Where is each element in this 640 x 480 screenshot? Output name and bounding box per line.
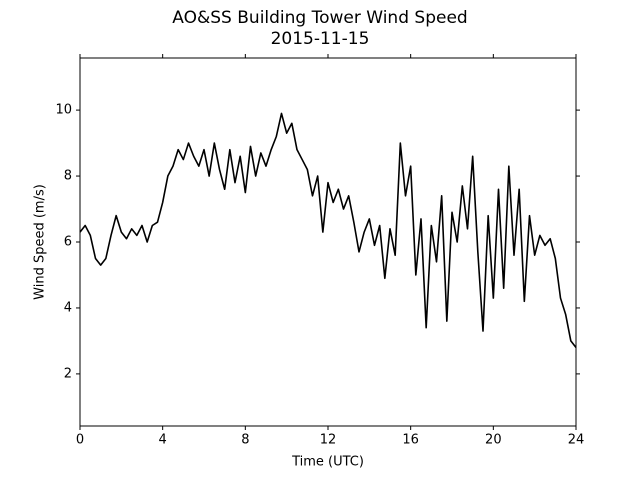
chart-subtitle: 2015-11-15	[271, 29, 370, 49]
y-tick-label: 6	[64, 235, 72, 250]
x-tick-label: 12	[320, 433, 337, 448]
chart-title: AO&SS Building Tower Wind Speed	[172, 8, 467, 28]
x-tick-label: 4	[159, 433, 167, 448]
x-axis-label: Time (UTC)	[291, 455, 364, 470]
x-tick-label: 24	[568, 433, 585, 448]
y-tick-label: 2	[64, 366, 72, 381]
y-tick-label: 10	[55, 103, 72, 118]
plot-frame	[79, 57, 577, 427]
y-tick-label: 4	[64, 300, 72, 315]
x-tick-label: 16	[402, 433, 419, 448]
x-tick-label: 20	[485, 433, 502, 448]
x-tick-label: 0	[76, 433, 84, 448]
data-line	[79, 112, 577, 349]
y-axis-label: Wind Speed (m/s)	[33, 184, 48, 300]
x-tick-label: 8	[241, 433, 249, 448]
y-tick-label: 8	[64, 169, 72, 184]
